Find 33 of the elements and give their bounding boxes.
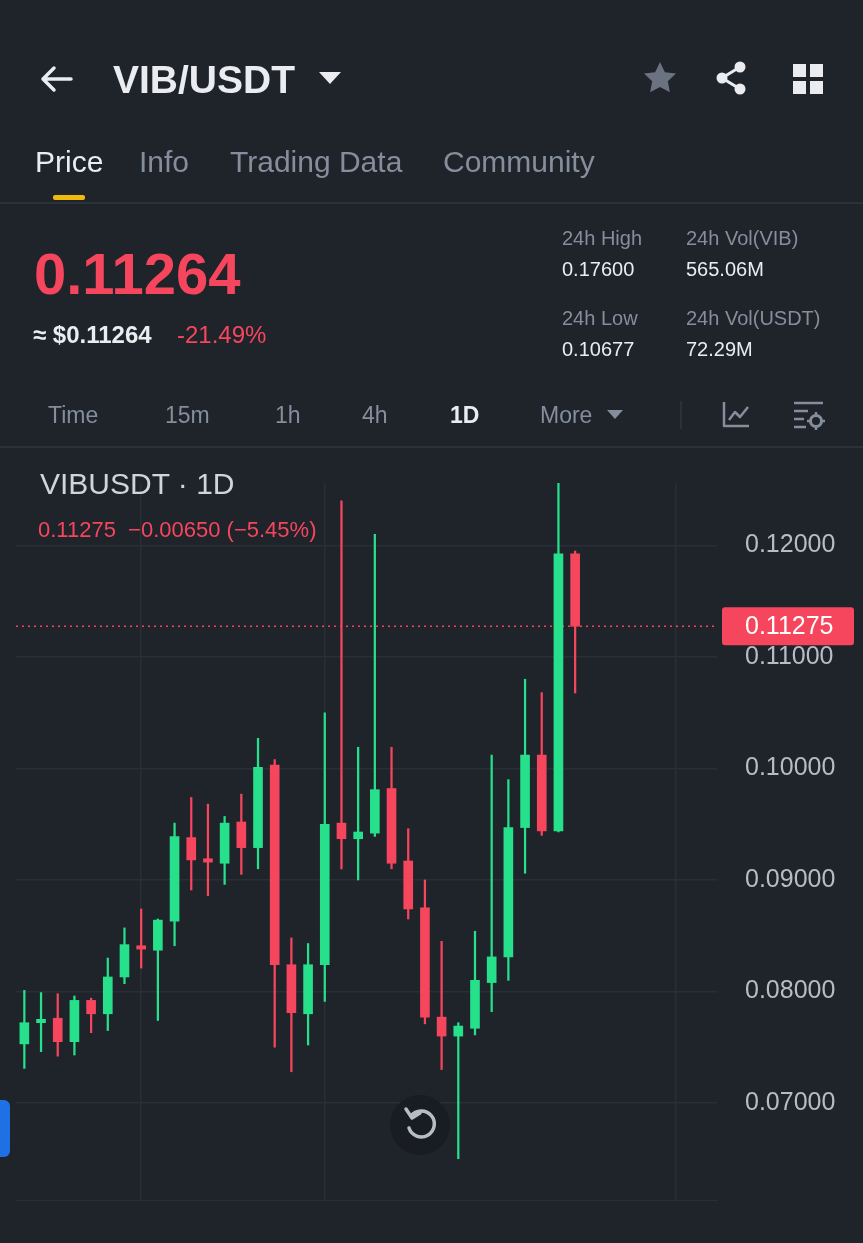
text: ≈ $0.11264 <box>33 321 152 348</box>
chart-title: VIBUSDT · 1D <box>40 467 235 500</box>
ref-line-label: 0.11275 <box>745 611 834 640</box>
text: 24h Vol(USDT) <box>686 307 821 329</box>
y-tick-label: 0.11000 <box>745 640 834 669</box>
y-tick-label: 0.07000 <box>745 1086 836 1115</box>
text: 0.11264 <box>34 241 241 306</box>
text: 24h Vol(VIB) <box>686 227 799 249</box>
text: Time <box>48 401 99 428</box>
text: 0.17600 <box>562 258 635 280</box>
text: More <box>540 401 593 428</box>
text: -21.49% <box>177 321 267 348</box>
y-tick-label: 0.10000 <box>745 752 836 781</box>
candlestick <box>336 500 347 870</box>
text: 1D <box>450 401 480 428</box>
text: Info <box>139 145 190 178</box>
text: 4h <box>362 401 388 428</box>
candlestick <box>436 940 447 1070</box>
y-tick-label: 0.12000 <box>745 529 836 558</box>
text: 72.29M <box>686 338 753 360</box>
text: Trading Data <box>230 145 403 178</box>
y-tick-label: 0.08000 <box>745 975 836 1004</box>
y-tick-label: 0.09000 <box>745 863 836 892</box>
text: VIB/USDT <box>113 57 296 101</box>
text: Price <box>35 145 104 178</box>
text: 24h Low <box>562 307 638 329</box>
text: 15m <box>165 401 210 428</box>
text: 0.10677 <box>562 338 635 360</box>
text: 565.06M <box>686 258 764 280</box>
text: 0.11275 −0.00650 (−5.45%) <box>38 517 317 542</box>
text: Community <box>443 145 595 178</box>
text: 24h High <box>562 227 643 249</box>
text: 1h <box>275 401 301 428</box>
